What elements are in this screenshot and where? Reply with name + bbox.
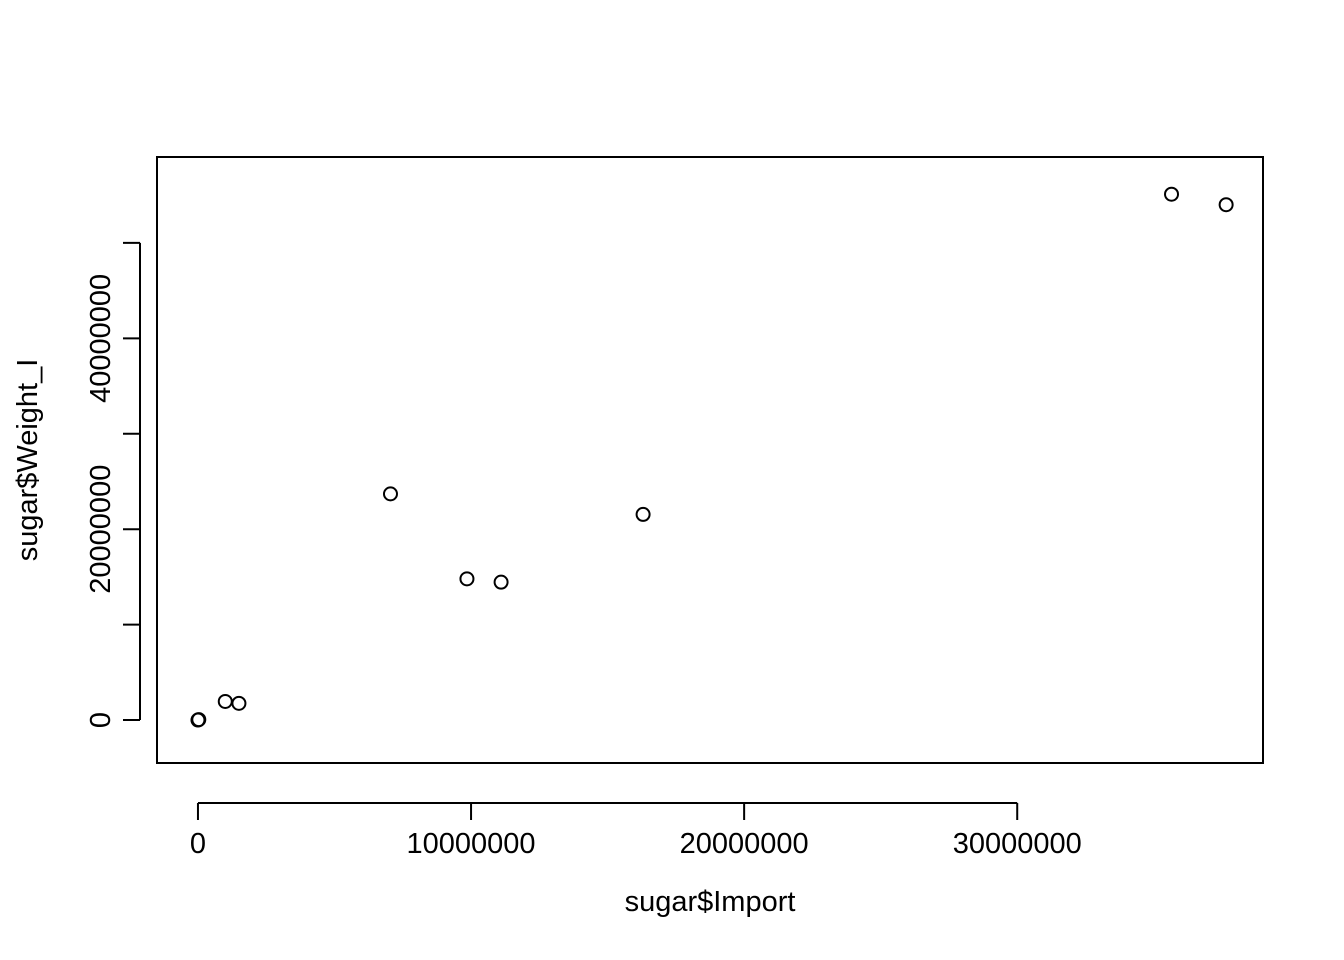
y-axis-label: sugar$Weight_I (12, 359, 44, 562)
data-points (190, 186, 1234, 728)
data-point (635, 506, 651, 522)
plot-frame (156, 156, 1264, 764)
data-point (231, 695, 247, 711)
data-point (217, 693, 233, 709)
data-point (459, 571, 475, 587)
y-axis: 0 20000000 40000000 (85, 241, 141, 728)
y-tick-label: 0 (85, 712, 117, 728)
x-axis: 0 10000000 20000000 30000000 (190, 802, 1082, 860)
x-tick-label: 0 (190, 828, 206, 860)
data-point (1164, 186, 1180, 202)
data-point (191, 712, 207, 728)
x-tick-label: 10000000 (407, 828, 536, 860)
data-point (493, 574, 509, 590)
data-point (382, 486, 398, 502)
y-tick-label: 20000000 (85, 465, 117, 594)
data-point (1218, 197, 1234, 213)
x-tick-label: 30000000 (953, 828, 1082, 860)
y-tick-label: 40000000 (85, 274, 117, 403)
x-tick-label: 20000000 (680, 828, 809, 860)
x-axis-label: sugar$Import (625, 886, 796, 918)
